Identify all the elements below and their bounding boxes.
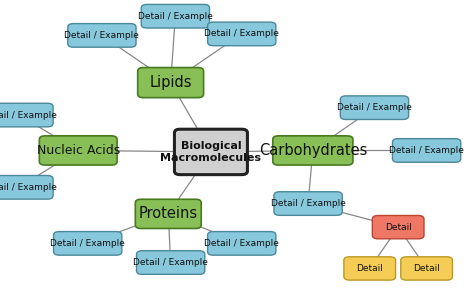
Text: Proteins: Proteins <box>139 206 198 221</box>
Text: Detail / Example: Detail / Example <box>337 103 412 112</box>
FancyBboxPatch shape <box>141 4 210 28</box>
Text: Lipids: Lipids <box>149 75 192 90</box>
Text: Nucleic Acids: Nucleic Acids <box>36 144 120 157</box>
Text: Detail / Example: Detail / Example <box>271 199 346 208</box>
FancyBboxPatch shape <box>344 257 395 280</box>
Text: Detail / Example: Detail / Example <box>138 12 213 21</box>
FancyBboxPatch shape <box>392 139 461 162</box>
FancyBboxPatch shape <box>137 251 205 274</box>
FancyBboxPatch shape <box>401 257 452 280</box>
FancyBboxPatch shape <box>373 215 424 239</box>
Text: Detail / Example: Detail / Example <box>204 30 279 38</box>
Text: Detail / Example: Detail / Example <box>389 146 464 155</box>
Text: Detail: Detail <box>356 264 383 273</box>
Text: Detail: Detail <box>413 264 440 273</box>
FancyBboxPatch shape <box>0 103 53 127</box>
FancyBboxPatch shape <box>68 24 136 47</box>
Text: Detail / Example: Detail / Example <box>64 31 139 40</box>
FancyBboxPatch shape <box>54 232 122 255</box>
FancyBboxPatch shape <box>136 199 201 228</box>
FancyBboxPatch shape <box>137 68 203 98</box>
FancyBboxPatch shape <box>0 176 53 199</box>
Text: Detail / Example: Detail / Example <box>133 258 208 267</box>
Text: Detail / Example: Detail / Example <box>204 239 279 248</box>
FancyBboxPatch shape <box>208 22 276 46</box>
Text: Detail: Detail <box>385 223 411 232</box>
Text: Detail / Example: Detail / Example <box>0 183 56 192</box>
FancyBboxPatch shape <box>174 129 247 175</box>
Text: Detail / Example: Detail / Example <box>0 111 56 119</box>
FancyBboxPatch shape <box>273 136 353 165</box>
FancyBboxPatch shape <box>208 232 276 255</box>
FancyBboxPatch shape <box>274 192 342 215</box>
Text: Carbohydrates: Carbohydrates <box>259 143 367 158</box>
Text: Biological
Macromolecules: Biological Macromolecules <box>160 141 262 163</box>
FancyBboxPatch shape <box>340 96 409 119</box>
FancyBboxPatch shape <box>39 136 117 165</box>
Text: Detail / Example: Detail / Example <box>50 239 125 248</box>
